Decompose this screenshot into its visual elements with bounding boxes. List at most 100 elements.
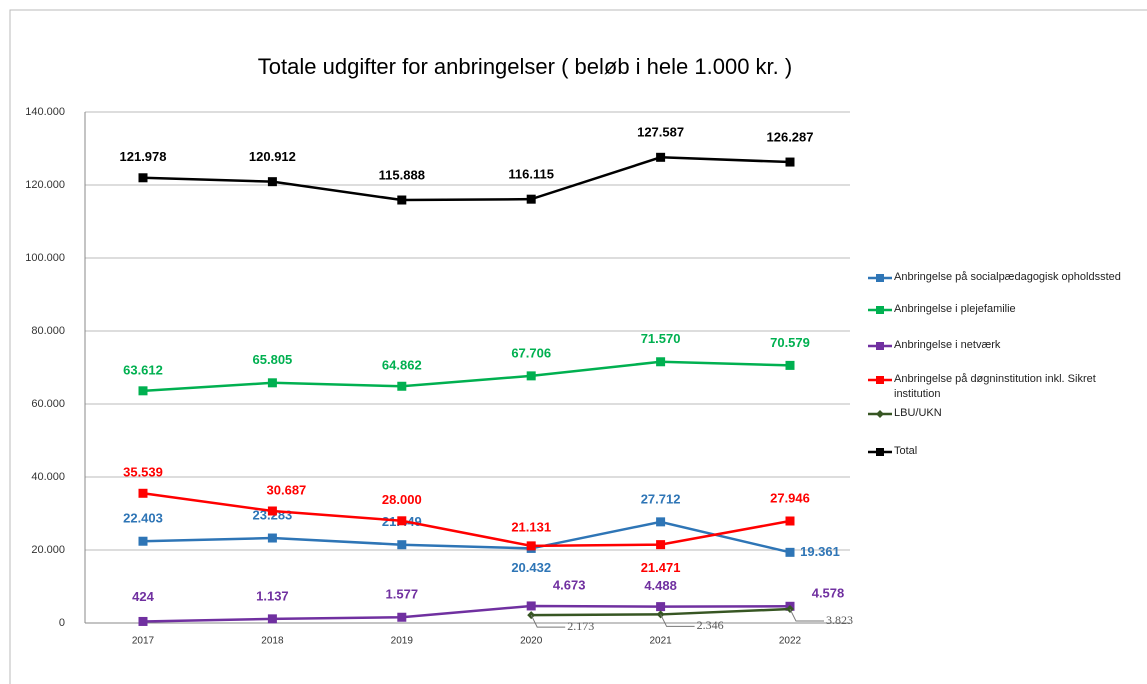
marker: [138, 616, 148, 626]
data-label: 21.471: [641, 560, 681, 575]
legend-label: Anbringelse i plejefamilie: [894, 303, 1016, 315]
marker: [267, 177, 277, 187]
legend-marker: [876, 376, 884, 384]
marker: [397, 381, 407, 391]
data-label: 1.137: [256, 588, 289, 603]
data-label: 71.570: [641, 331, 681, 346]
legend-label: LBU/UKN: [894, 407, 942, 419]
series-line: [142, 360, 791, 393]
y-tick-label: 100.000: [25, 252, 65, 264]
data-label: 127.587: [637, 125, 684, 140]
series-line: [142, 492, 791, 548]
data-label: 67.706: [511, 345, 551, 360]
series-line: [142, 604, 791, 623]
marker: [138, 488, 148, 498]
legend-marker: [876, 306, 884, 314]
x-tick-label: 2022: [779, 636, 802, 647]
legend-entry: Anbringelse på socialpædagogisk opholdss…: [894, 271, 1121, 283]
y-tick-label: 120.000: [25, 179, 65, 191]
legend-label: Anbringelse på døgninstitution inkl. Sik…: [894, 373, 1096, 400]
legend-label: Anbringelse i netværk: [894, 339, 1001, 351]
marker: [267, 533, 277, 543]
legend-entry: Total: [894, 445, 918, 457]
legend-marker: [876, 342, 884, 350]
leader-line: [530, 614, 566, 628]
marker: [267, 378, 277, 388]
data-label: 20.432: [511, 560, 551, 575]
legend-marker: [876, 274, 884, 282]
legend-entry: Anbringelse i netværk: [894, 339, 1001, 351]
data-label: 4.488: [644, 578, 677, 593]
data-label: 2.346: [697, 618, 724, 632]
data-label: 1.577: [386, 587, 419, 602]
data-label: 63.612: [123, 362, 163, 377]
marker: [397, 195, 407, 205]
data-label: 30.687: [267, 482, 307, 497]
leader-line: [789, 608, 824, 622]
data-label: 35.539: [123, 465, 163, 480]
marker: [526, 194, 536, 204]
leader-line: [660, 614, 695, 627]
legend-label: Anbringelse på socialpædagogisk opholdss…: [894, 271, 1121, 283]
legend-entry: Anbringelse i plejefamilie: [894, 303, 1016, 315]
marker: [785, 516, 795, 526]
marker: [656, 540, 666, 550]
marker: [656, 602, 666, 612]
y-tick-label: 0: [59, 617, 65, 629]
frame: [9, 9, 1147, 684]
data-label: 21.131: [511, 519, 551, 534]
data-label: 4.673: [553, 577, 586, 592]
data-label: 116.115: [508, 167, 554, 182]
marker: [397, 540, 407, 550]
marker: [138, 536, 148, 546]
data-label: 65.805: [253, 352, 293, 367]
data-label: 126.287: [767, 129, 814, 144]
marker: [397, 516, 407, 526]
x-tick-label: 2021: [649, 636, 672, 647]
x-tick-label: 2018: [261, 636, 284, 647]
data-label: 19.361: [800, 544, 840, 559]
data-label: 121.978: [120, 149, 167, 164]
data-label: 2.173: [567, 619, 594, 633]
marker: [138, 386, 148, 396]
legend-label: Total: [894, 445, 918, 457]
marker: [526, 601, 536, 611]
marker: [656, 517, 666, 527]
marker: [526, 541, 536, 551]
data-label: 28.000: [382, 492, 422, 507]
y-tick-label: 20.000: [31, 544, 65, 556]
data-label: 70.579: [770, 335, 810, 350]
legend-entry: LBU/UKN: [894, 407, 942, 419]
series-line: [142, 156, 791, 202]
y-tick-label: 60.000: [31, 398, 65, 410]
y-tick-label: 140.000: [25, 106, 65, 118]
legend-marker: [876, 410, 884, 418]
data-label: 120.912: [249, 149, 296, 164]
data-label: 4.578: [812, 586, 845, 601]
marker: [267, 614, 277, 624]
data-label: 3.823: [826, 613, 853, 627]
data-label: 27.946: [770, 490, 810, 505]
marker: [526, 371, 536, 381]
data-label: 424: [132, 589, 154, 604]
marker: [785, 157, 795, 167]
x-tick-label: 2017: [132, 636, 155, 647]
x-tick-label: 2020: [520, 636, 543, 647]
marker: [656, 152, 666, 162]
chart-title: Totale udgifter for anbringelser ( beløb…: [258, 54, 792, 79]
data-label: 27.712: [641, 491, 681, 506]
legend-entry: Anbringelse på døgninstitution inkl. Sik…: [894, 373, 1096, 400]
legend-marker: [876, 448, 884, 456]
data-label: 22.403: [123, 511, 163, 526]
marker: [267, 506, 277, 516]
data-label: 115.888: [379, 167, 425, 182]
data-label: 64.862: [382, 358, 422, 373]
x-tick-label: 2019: [391, 636, 414, 647]
marker: [138, 173, 148, 183]
marker: [656, 357, 666, 367]
series-line: [142, 520, 791, 554]
y-tick-label: 40.000: [31, 471, 65, 483]
marker: [785, 360, 795, 370]
marker: [785, 547, 795, 557]
